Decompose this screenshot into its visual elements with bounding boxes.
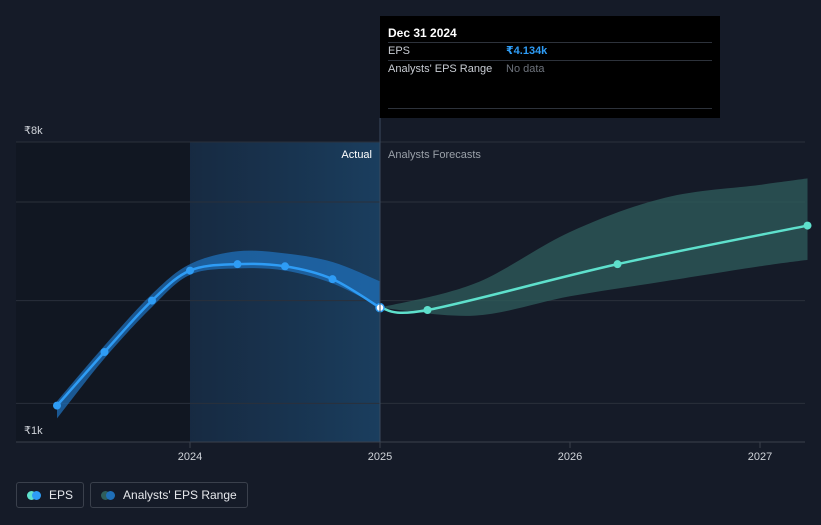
eps-point-actual: [100, 348, 109, 356]
tooltip-range-value: No data: [506, 63, 545, 75]
region-label-forecast: Analysts Forecasts: [388, 149, 481, 161]
x-tick-label: 2026: [558, 451, 582, 463]
eps-point-forecast: [803, 221, 812, 230]
eps-point-actual: [148, 296, 156, 305]
eps-point-actual: [233, 260, 242, 269]
region-label-actual: Actual: [341, 149, 372, 161]
x-tick-label: 2025: [368, 451, 392, 463]
y-tick-label-bottom: ₹1k: [24, 425, 43, 437]
y-tick-label-top: ₹8k: [24, 125, 43, 137]
legend-eps-label: EPS: [49, 488, 74, 502]
x-tick-label: 2027: [748, 451, 772, 463]
x-tick-label: 2024: [178, 451, 202, 463]
eps-point-forecast: [613, 260, 622, 269]
eps-line-forecast: [378, 224, 809, 315]
tooltip-divider: [388, 108, 712, 109]
tooltip: Dec 31 2024 EPS ₹4.134k Analysts' EPS Ra…: [380, 16, 720, 118]
x-axis: 2024 2025 2026 2027: [178, 442, 772, 463]
legend-eps[interactable]: EPS: [16, 482, 85, 508]
legend-range-label: Analysts' EPS Range: [123, 488, 237, 502]
eps-point-actual: [186, 266, 194, 275]
tooltip-eps-label: EPS: [388, 45, 411, 57]
tooltip-range-label: Analysts' EPS Range: [388, 63, 493, 75]
eps-point-actual: [53, 401, 61, 410]
eps-point-actual: [328, 275, 337, 284]
eps-swatch-icon: [27, 490, 41, 500]
actual-period-shade: [190, 142, 380, 442]
legend: EPS Analysts' EPS Range: [16, 482, 248, 508]
tooltip-eps-value: ₹4.134k: [506, 45, 548, 57]
legend-range[interactable]: Analysts' EPS Range: [90, 482, 248, 508]
tooltip-date: Dec 31 2024: [388, 26, 457, 40]
tooltip-range-row: Analysts' EPS Range No data: [388, 60, 712, 78]
range-swatch-icon: [101, 490, 116, 500]
eps-point-actual: [281, 262, 289, 271]
eps-point-forecast: [423, 306, 432, 314]
range-band-forecast: [380, 178, 808, 316]
tooltip-eps-row: EPS ₹4.134k: [388, 42, 712, 60]
